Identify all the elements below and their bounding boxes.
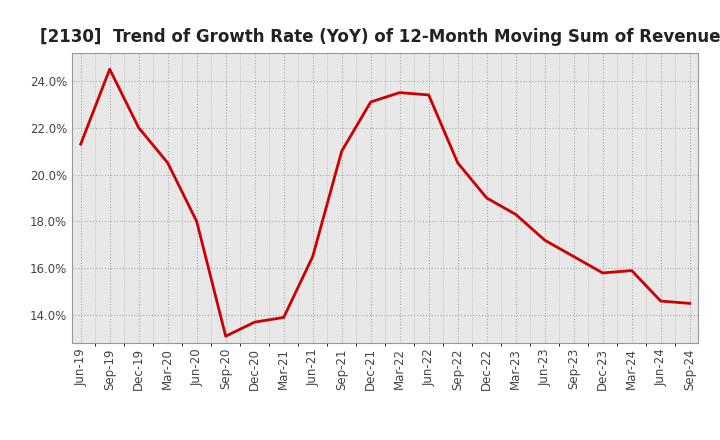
Title: [2130]  Trend of Growth Rate (YoY) of 12-Month Moving Sum of Revenues: [2130] Trend of Growth Rate (YoY) of 12-…: [40, 28, 720, 46]
